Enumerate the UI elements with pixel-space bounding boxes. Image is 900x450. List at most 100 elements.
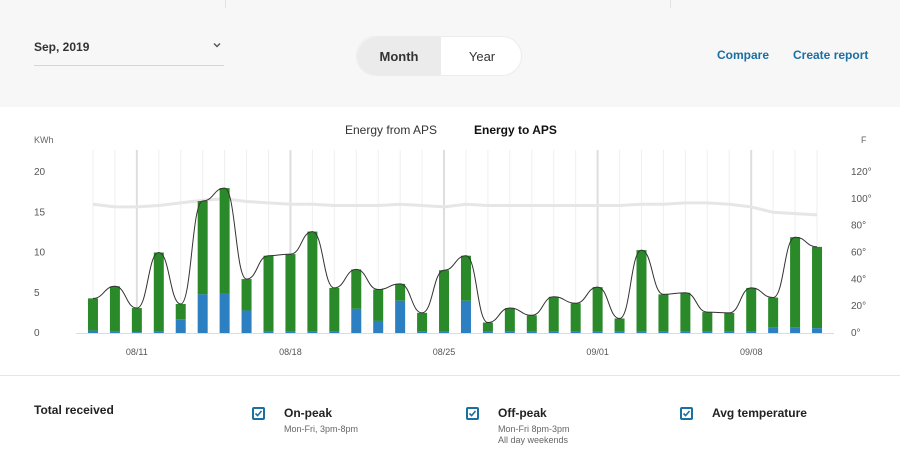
bar-off-peak xyxy=(351,269,362,309)
bar-on-peak xyxy=(680,331,691,333)
tab-energy-to[interactable]: Energy to APS xyxy=(474,123,557,137)
bar-on-peak xyxy=(197,294,208,333)
temperature-line xyxy=(92,197,818,217)
bar-off-peak xyxy=(614,318,625,332)
toggle-year[interactable]: Year xyxy=(468,49,496,64)
y-left-tick-label: 20 xyxy=(34,167,46,178)
bar-off-peak xyxy=(768,297,779,328)
y-left-unit-label: KWh xyxy=(34,135,54,145)
bar-on-peak xyxy=(746,331,757,333)
bar-off-peak xyxy=(680,292,691,332)
chevron-down-icon xyxy=(213,43,221,48)
bar-on-peak xyxy=(263,331,274,333)
bar-on-peak xyxy=(241,310,252,333)
bar-off-peak xyxy=(592,287,603,332)
bar-on-peak xyxy=(658,331,669,333)
y-right-tick-label: 40° xyxy=(851,274,866,285)
x-tick-label: 09/08 xyxy=(740,347,763,357)
check-icon xyxy=(468,410,477,417)
bar-off-peak xyxy=(285,254,296,332)
bar-on-peak xyxy=(526,331,537,333)
bar-on-peak xyxy=(460,300,471,333)
y-left-tick-label: 15 xyxy=(34,207,46,218)
tab-energy-from[interactable]: Energy from APS xyxy=(345,123,438,137)
legend-name: On-peak xyxy=(284,406,333,420)
on-peak-checkbox[interactable] xyxy=(252,407,265,420)
legend-sub: Mon-Fri 8pm-3pm xyxy=(498,424,570,434)
check-icon xyxy=(254,410,263,417)
bar-off-peak xyxy=(460,255,471,301)
total-line xyxy=(92,187,818,324)
bar-off-peak xyxy=(504,308,515,332)
x-tick-label: 09/01 xyxy=(586,347,609,357)
compare-link[interactable]: Compare xyxy=(717,48,770,62)
check-icon xyxy=(682,410,691,417)
off-peak-checkbox[interactable] xyxy=(466,407,479,420)
bar-on-peak xyxy=(812,328,823,333)
bar-off-peak xyxy=(197,200,208,295)
y-right-tick-label: 20° xyxy=(851,301,866,312)
bar-off-peak xyxy=(548,296,559,332)
bar-off-peak xyxy=(219,188,230,294)
bar-on-peak xyxy=(504,331,515,333)
y-left-tick-label: 0 xyxy=(34,328,40,339)
bar-off-peak xyxy=(329,287,340,332)
legend-name: Off-peak xyxy=(498,406,547,420)
y-right-tick-label: 60° xyxy=(851,248,866,259)
bar-on-peak xyxy=(702,331,713,333)
bar-off-peak xyxy=(307,231,318,332)
bar-off-peak xyxy=(812,246,823,329)
bar-off-peak xyxy=(153,252,164,332)
bar-off-peak xyxy=(526,315,537,332)
create-report-link[interactable]: Create report xyxy=(793,48,869,62)
x-tick-label: 08/25 xyxy=(433,347,456,357)
bar-off-peak xyxy=(373,289,384,321)
y-left-tick-label: 5 xyxy=(34,288,40,299)
bar-on-peak xyxy=(175,319,186,333)
bar-on-peak xyxy=(592,331,603,333)
bar-on-peak xyxy=(439,331,450,333)
y-right-tick-label: 100° xyxy=(851,194,872,205)
bar-on-peak xyxy=(724,331,735,333)
bar-off-peak xyxy=(570,303,581,332)
month-select-value: Sep, 2019 xyxy=(34,40,90,54)
bar-off-peak xyxy=(263,255,274,332)
divider-tick xyxy=(225,0,226,8)
bar-on-peak xyxy=(329,331,340,333)
bar-on-peak xyxy=(548,331,559,333)
bar-on-peak xyxy=(307,331,318,333)
bar-on-peak xyxy=(373,320,384,333)
legend-name: Avg temperature xyxy=(712,406,807,420)
bar-on-peak xyxy=(219,293,230,333)
period-toggle: Month Year xyxy=(356,36,522,76)
bar-off-peak xyxy=(439,270,450,332)
bar-on-peak xyxy=(109,331,120,333)
toggle-month[interactable]: Month xyxy=(357,37,441,75)
bar-off-peak xyxy=(702,312,713,332)
bar-off-peak xyxy=(636,250,647,332)
avg-temperature-checkbox[interactable] xyxy=(680,407,693,420)
x-tick-label: 08/11 xyxy=(126,347,148,357)
x-tick-label: 08/18 xyxy=(279,347,302,357)
bar-on-peak xyxy=(768,327,779,333)
bar-on-peak xyxy=(285,331,296,333)
bar-off-peak xyxy=(175,304,186,320)
section-divider xyxy=(0,375,900,376)
bar-on-peak xyxy=(482,331,493,333)
bar-off-peak xyxy=(109,286,120,332)
bar-off-peak xyxy=(395,283,406,301)
bar-on-peak xyxy=(614,331,625,333)
energy-chart: KWh F 0 5 10 15 20 0° 20° 40° 60° 80° 100° 120° 08/11 0… xyxy=(34,135,872,357)
bar-on-peak xyxy=(153,331,164,333)
legend-sub: All day weekends xyxy=(498,435,569,445)
bar-on-peak xyxy=(570,331,581,333)
y-right-unit-label: F xyxy=(861,135,867,145)
month-select[interactable]: Sep, 2019 xyxy=(34,30,224,66)
bar-on-peak xyxy=(395,300,406,333)
bar-on-peak xyxy=(131,332,142,333)
bar-off-peak xyxy=(658,294,669,332)
bar-off-peak xyxy=(482,322,493,332)
bar-off-peak xyxy=(724,312,735,332)
bar-on-peak xyxy=(790,327,801,333)
y-right-tick-label: 0° xyxy=(851,328,861,339)
